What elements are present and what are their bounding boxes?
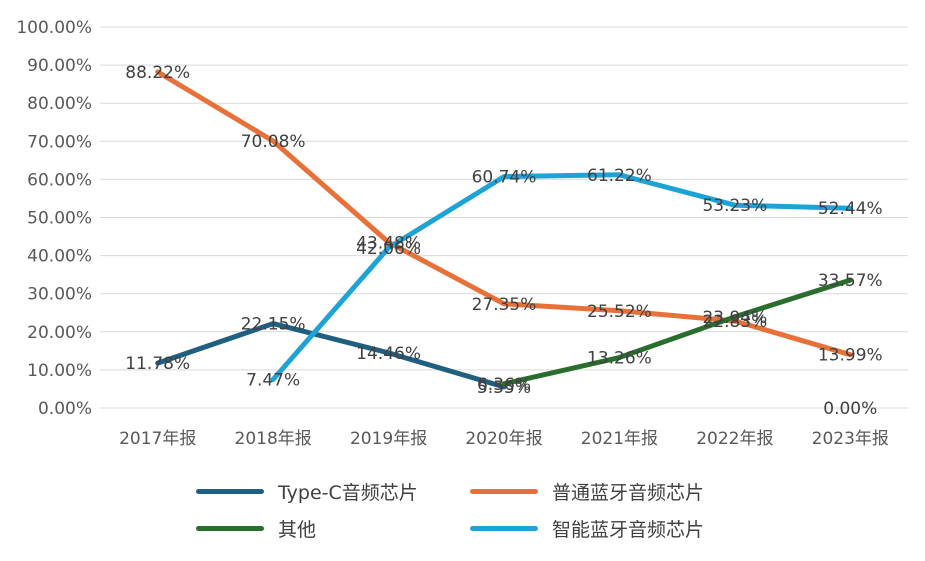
legend-item-smart-bluetooth: 智能蓝牙音频芯片 xyxy=(470,515,704,542)
legend: Type-C音频芯片 普通蓝牙音频芯片 其他 智能蓝牙音频芯片 xyxy=(0,470,925,550)
y-tick-label: 70.00% xyxy=(27,132,92,152)
legend-swatch-type-c xyxy=(196,489,264,494)
data-label: 22.15% xyxy=(241,315,306,335)
y-tick-label: 20.00% xyxy=(27,323,92,343)
data-label: 14.46% xyxy=(356,344,421,364)
data-label: 70.08% xyxy=(241,132,306,152)
data-label: 13.26% xyxy=(587,348,652,368)
y-tick-label: 10.00% xyxy=(27,361,92,381)
x-tick-label: 2017年报 xyxy=(119,429,196,449)
data-label: 53.23% xyxy=(702,196,767,216)
data-label: 43.48% xyxy=(356,233,421,253)
y-tick-label: 80.00% xyxy=(27,94,92,114)
data-label: 13.99% xyxy=(818,346,883,366)
gridlines xyxy=(100,26,908,409)
x-tick-label: 2018年报 xyxy=(235,429,312,449)
data-label: 22.83% xyxy=(702,312,767,332)
legend-label-smart-bluetooth: 智能蓝牙音频芯片 xyxy=(552,519,705,541)
data-label: 27.35% xyxy=(472,295,537,315)
legend-item-bluetooth: 普通蓝牙音频芯片 xyxy=(470,478,704,505)
data-label: 52.44% xyxy=(818,199,883,219)
y-tick-label: 100.00% xyxy=(16,18,92,38)
data-label: 60.74% xyxy=(472,168,537,188)
y-tick-label: 90.00% xyxy=(27,56,92,76)
data-label: 7.47% xyxy=(246,371,300,391)
series-line xyxy=(155,321,507,390)
x-tick-label: 2020年报 xyxy=(465,429,542,449)
y-tick-label: 40.00% xyxy=(27,247,92,267)
legend-swatch-smart-bluetooth xyxy=(470,526,538,531)
line-chart: 0.00% 10.00% 20.00% 30.00% 40.00% 50.00% 60.00… xyxy=(16,18,908,449)
data-label: 5.55% xyxy=(477,378,531,398)
data-label: 42.06% xyxy=(356,239,421,259)
data-label: 0.00% xyxy=(823,399,877,419)
legend-label-other: 其他 xyxy=(278,519,317,541)
y-tick-label: 50.00% xyxy=(27,209,92,229)
data-labels: 11.78% 22.15% 14.46% 5.55% 88.22% 70.08% 43.48… xyxy=(125,63,882,419)
series-line xyxy=(155,69,853,358)
legend-item-type-c: Type-C音频芯片 xyxy=(196,478,418,505)
data-label: 23.94% xyxy=(702,308,767,328)
data-label: 88.22% xyxy=(125,63,190,83)
data-label: 61.22% xyxy=(587,166,652,186)
x-tick-label: 2021年报 xyxy=(581,429,658,449)
x-tick-label: 2022年报 xyxy=(696,429,773,449)
series-line xyxy=(270,172,853,382)
data-label: 33.57% xyxy=(818,271,883,291)
data-label: 25.52% xyxy=(587,302,652,322)
y-tick-label: 30.00% xyxy=(27,285,92,305)
data-label: 11.78% xyxy=(125,354,190,374)
x-axis: 2017年报 2018年报 2019年报 2020年报 2021年报 2022年报 2023… xyxy=(119,429,889,449)
x-tick-label: 2023年报 xyxy=(812,429,889,449)
series-lines xyxy=(155,69,853,390)
y-axis: 0.00% 10.00% 20.00% 30.00% 40.00% 50.00% 60.00… xyxy=(16,18,92,419)
legend-label-type-c: Type-C音频芯片 xyxy=(278,482,418,504)
legend-swatch-bluetooth xyxy=(470,489,538,494)
legend-label-bluetooth: 普通蓝牙音频芯片 xyxy=(552,482,705,504)
y-tick-label: 60.00% xyxy=(27,170,92,190)
x-tick-label: 2019年报 xyxy=(350,429,427,449)
series-line xyxy=(501,277,853,387)
data-label: 6.36% xyxy=(477,375,531,395)
legend-swatch-other xyxy=(196,526,264,531)
legend-item-other: 其他 xyxy=(196,515,316,542)
y-tick-label: 0.00% xyxy=(38,399,92,419)
